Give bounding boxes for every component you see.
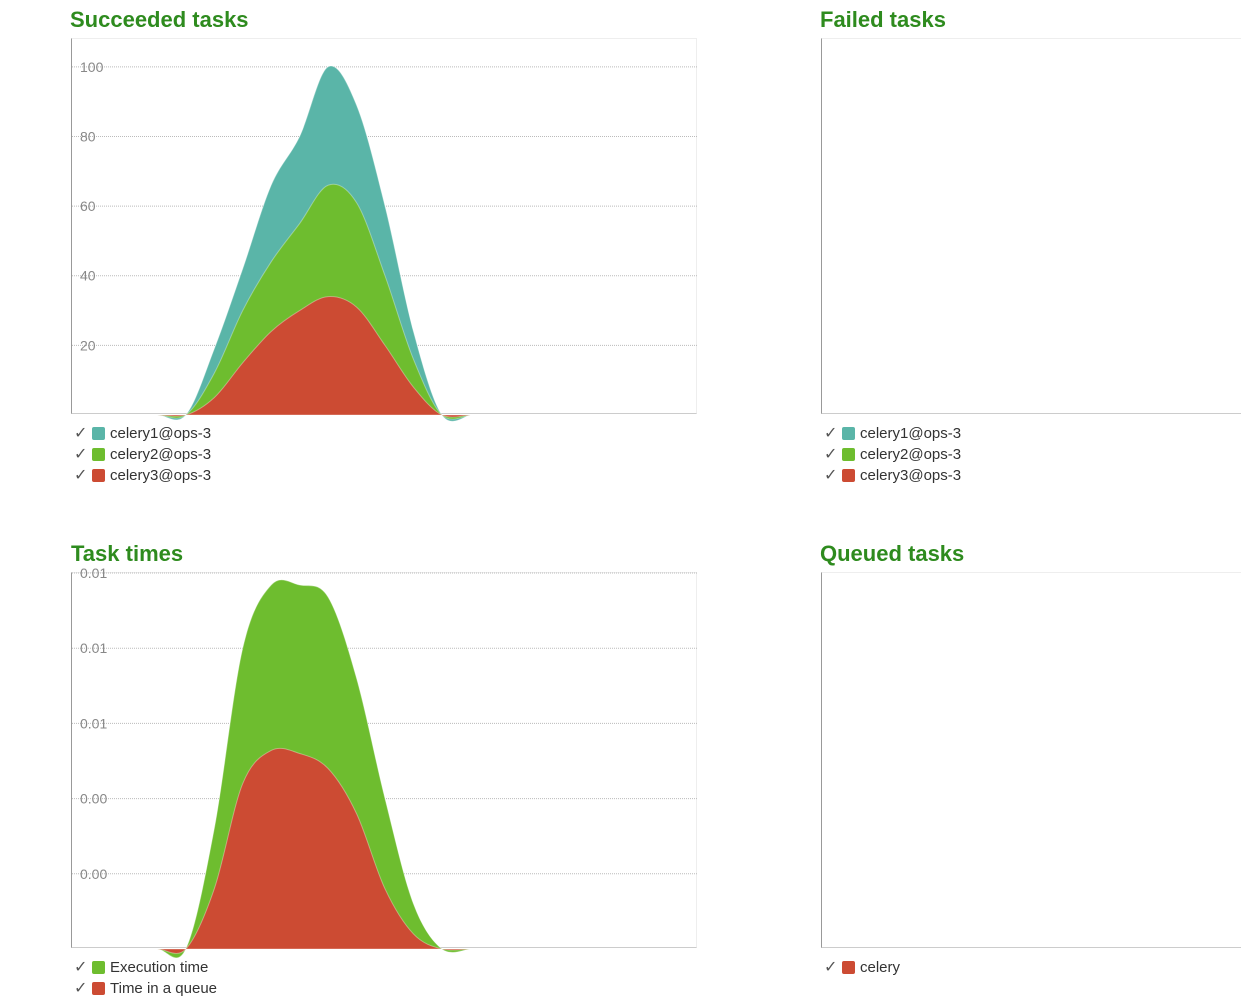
check-icon: ✓ <box>824 425 838 442</box>
swatch-red <box>92 469 105 482</box>
succeeded-plot: 20 40 60 80 100 <box>71 38 698 422</box>
y-tick-label: 0.00 <box>80 791 107 807</box>
legend-label: celery2@ops-3 <box>110 446 212 463</box>
legend-label: celery1@ops-3 <box>110 425 212 442</box>
legend-item-queue-time[interactable]: ✓ Time in a queue <box>74 978 217 999</box>
legend-label: celery <box>860 959 901 976</box>
check-icon: ✓ <box>824 467 838 484</box>
legend-label: celery1@ops-3 <box>860 425 962 442</box>
swatch-green <box>92 448 105 461</box>
swatch-red <box>92 982 105 995</box>
legend-item-celery[interactable]: ✓ celery <box>824 957 900 978</box>
legend-item-celery2[interactable]: ✓ celery2@ops-3 <box>824 444 961 465</box>
check-icon: ✓ <box>824 446 838 463</box>
check-icon: ✓ <box>824 959 838 976</box>
legend-item-celery1[interactable]: ✓ celery1@ops-3 <box>74 423 211 444</box>
y-tick-label: 0.01 <box>80 715 107 731</box>
legend-item-execution-time[interactable]: ✓ Execution time <box>74 957 217 978</box>
times-plot: 0.00 0.00 0.01 0.01 0.01 <box>71 565 698 959</box>
check-icon: ✓ <box>74 425 88 442</box>
legend-label: celery2@ops-3 <box>860 446 962 463</box>
y-tick-label: 20 <box>80 337 96 353</box>
times-legend: ✓ Execution time ✓ Time in a queue <box>74 957 217 999</box>
check-icon: ✓ <box>74 467 88 484</box>
y-tick-label: 0.00 <box>80 866 107 882</box>
queued-plot <box>821 572 1241 948</box>
queued-legend: ✓ celery <box>824 957 900 978</box>
y-tick-label: 0.01 <box>80 565 107 581</box>
swatch-red <box>842 469 855 482</box>
succeeded-title: Succeeded tasks <box>70 7 249 32</box>
failed-title: Failed tasks <box>820 7 946 32</box>
legend-label: celery3@ops-3 <box>860 467 962 484</box>
legend-item-celery2[interactable]: ✓ celery2@ops-3 <box>74 444 211 465</box>
check-icon: ✓ <box>74 980 88 997</box>
failed-legend: ✓ celery1@ops-3 ✓ celery2@ops-3 ✓ celery3@o… <box>824 423 961 486</box>
y-tick-label: 40 <box>80 268 96 284</box>
legend-item-celery1[interactable]: ✓ celery1@ops-3 <box>824 423 961 444</box>
check-icon: ✓ <box>74 959 88 976</box>
swatch-teal <box>842 427 855 440</box>
y-tick-label: 80 <box>80 128 96 144</box>
y-tick-label: 100 <box>80 59 104 75</box>
y-tick-label: 60 <box>80 198 96 214</box>
legend-label: Time in a queue <box>110 980 218 997</box>
times-chart: 0.00 0.00 0.01 0.01 0.01 <box>72 565 698 959</box>
swatch-teal <box>92 427 105 440</box>
area-series-celery3-ops-3[interactable] <box>72 296 471 418</box>
legend-item-celery3[interactable]: ✓ celery3@ops-3 <box>74 465 211 486</box>
swatch-green <box>842 448 855 461</box>
legend-item-celery3[interactable]: ✓ celery3@ops-3 <box>824 465 961 486</box>
y-tick-label: 0.01 <box>80 640 107 656</box>
swatch-red <box>842 961 855 974</box>
area-series-time-in-a-queue[interactable] <box>72 747 471 954</box>
legend-label: celery3@ops-3 <box>110 467 212 484</box>
legend-label: Execution time <box>110 959 209 976</box>
queued-title: Queued tasks <box>820 541 965 566</box>
succeeded-chart: 20 40 60 80 100 <box>72 59 698 422</box>
failed-plot <box>821 38 1241 414</box>
swatch-green <box>92 961 105 974</box>
check-icon: ✓ <box>74 446 88 463</box>
times-title: Task times <box>71 541 184 566</box>
succeeded-legend: ✓ celery1@ops-3 ✓ celery2@ops-3 ✓ celery3@o… <box>74 423 211 486</box>
